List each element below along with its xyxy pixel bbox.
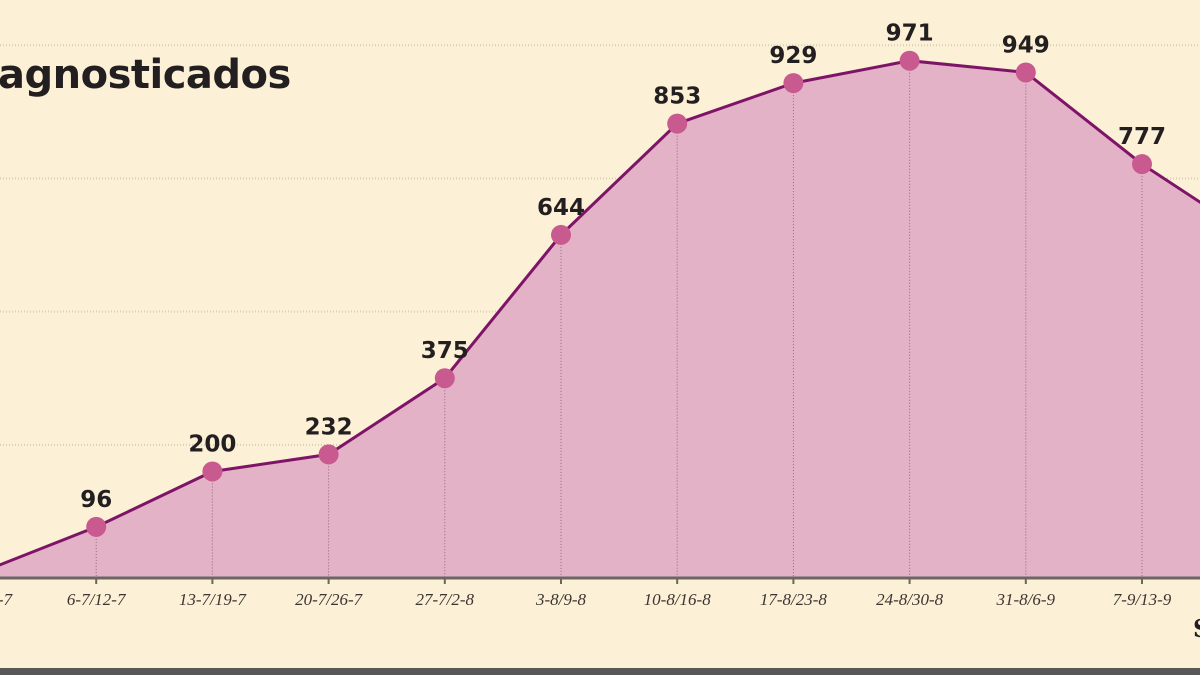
- data-point: [551, 224, 571, 245]
- data-label: 644: [537, 195, 585, 221]
- x-tick-label: 7-9/13-9: [1113, 590, 1172, 609]
- x-tick-label: 27-7/2-8: [416, 590, 475, 609]
- data-point: [1015, 62, 1036, 83]
- data-label: 96: [80, 487, 112, 513]
- x-tick-label: 24-8/30-8: [876, 590, 944, 609]
- data-point: [667, 113, 688, 134]
- x-tick-labels: -7 6-7/12-7 13-7/19-7 20-7/26-7 27-7/2-8 3-8/…: [0, 590, 1172, 609]
- data-label: 949: [1002, 32, 1050, 58]
- x-tick-label: -7: [0, 590, 14, 609]
- data-labels: 96 200 232 375 644 853 929 971 949 777: [80, 21, 1166, 513]
- data-label: 375: [421, 338, 469, 364]
- bottom-border: [0, 668, 1200, 675]
- vertical-guides: [95, 60, 1143, 584]
- data-point: [1132, 154, 1152, 175]
- x-tick-label: 6-7/12-7: [67, 590, 127, 609]
- x-tick-label: 13-7/19-7: [179, 590, 248, 609]
- data-point: [318, 444, 339, 465]
- data-label: 200: [188, 431, 236, 457]
- data-point: [899, 50, 920, 71]
- data-point: [434, 368, 455, 389]
- x-tick-label: 3-8/9-8: [535, 590, 587, 609]
- x-tick-label: 17-8/23-8: [760, 590, 828, 609]
- data-label: 853: [653, 84, 701, 110]
- data-label: 232: [305, 414, 353, 440]
- x-tick-label: 31-8/6-9: [996, 590, 1056, 609]
- data-label: 929: [769, 43, 817, 69]
- x-tick-label: 20-7/26-7: [295, 590, 364, 609]
- markers: [86, 50, 1152, 537]
- area-fill: [0, 60, 1200, 578]
- chart-title: agnosticados: [0, 52, 291, 98]
- data-label: 971: [886, 21, 934, 47]
- x-axis-label: S: [1193, 614, 1200, 643]
- data-point: [202, 461, 223, 482]
- x-tick-label: 10-8/16-8: [644, 590, 712, 609]
- series-line: [0, 59, 1200, 567]
- data-point: [86, 516, 107, 537]
- data-point: [783, 73, 804, 94]
- data-label: 777: [1118, 124, 1166, 150]
